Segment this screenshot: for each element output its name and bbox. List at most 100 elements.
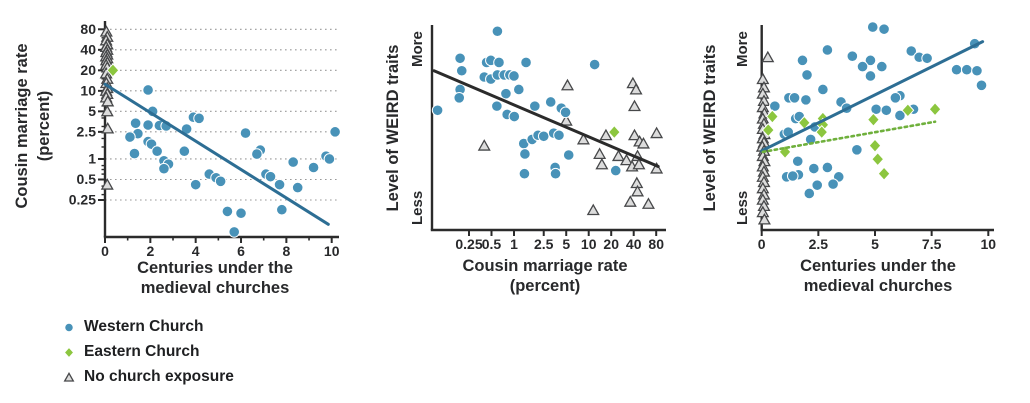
data-point-triangle bbox=[629, 82, 643, 95]
data-point-diamond bbox=[871, 152, 885, 167]
data-point-circle bbox=[856, 60, 869, 73]
data-point-triangle bbox=[586, 203, 600, 216]
legend-item-western-church: Western Church bbox=[62, 318, 234, 336]
data-point-triangle bbox=[761, 50, 775, 63]
data-point-triangle bbox=[63, 372, 75, 382]
data-point-circle bbox=[788, 92, 801, 104]
data-point-circle bbox=[142, 119, 154, 131]
x-tick-label: 40 bbox=[626, 236, 642, 252]
data-point-diamond bbox=[761, 122, 775, 138]
data-point-circle bbox=[811, 179, 824, 191]
data-point-circle bbox=[519, 148, 531, 160]
data-point-circle bbox=[537, 130, 550, 143]
data-point-circle bbox=[500, 87, 512, 100]
data-point-circle bbox=[562, 149, 575, 161]
data-point-circle bbox=[151, 145, 163, 158]
x-tick-label: 5 bbox=[562, 236, 570, 252]
data-point-circle bbox=[960, 63, 973, 76]
data-point-circle bbox=[520, 56, 532, 69]
y-tick-label: 0.25 bbox=[69, 192, 96, 208]
data-point-circle bbox=[817, 83, 829, 96]
data-point-circle bbox=[64, 322, 74, 333]
x-tick-label: 5 bbox=[871, 236, 879, 252]
data-point-circle bbox=[864, 54, 877, 67]
data-point-circle bbox=[251, 148, 263, 160]
x-tick-label: 7.5 bbox=[922, 236, 942, 252]
data-point-circle bbox=[971, 64, 983, 77]
legend: Western Church Eastern Church No church … bbox=[62, 318, 234, 386]
no-church-exposure-marker-icon bbox=[63, 372, 75, 382]
x-axis-title: (percent) bbox=[510, 277, 581, 295]
y-tick-label: 1 bbox=[88, 150, 96, 166]
data-point-circle bbox=[235, 207, 247, 220]
data-point-triangle bbox=[560, 78, 575, 91]
data-point-circle bbox=[801, 69, 813, 81]
data-point-circle bbox=[870, 103, 882, 116]
data-point-circle bbox=[128, 147, 141, 160]
data-point-circle bbox=[129, 117, 142, 129]
data-point-circle bbox=[875, 60, 888, 73]
data-point-triangle bbox=[757, 212, 771, 225]
data-point-circle bbox=[508, 110, 521, 123]
data-point-circle bbox=[878, 23, 890, 35]
data-point-triangle bbox=[641, 197, 655, 209]
data-point-circle bbox=[851, 144, 863, 156]
x-tick-label: 10 bbox=[981, 236, 997, 252]
x-tick-label: 6 bbox=[237, 243, 245, 259]
data-point-circle bbox=[796, 54, 809, 67]
data-point-circle bbox=[491, 25, 504, 38]
data-point-triangle bbox=[611, 149, 625, 162]
y-tick-label: 2.5 bbox=[77, 123, 97, 139]
scatter-weird-traits-vs-cousin-marriage: 0.25 0.5 1 2.5 5 10 20 40 80 More Less Cousin marri… bbox=[384, 25, 666, 295]
data-point-triangle bbox=[650, 126, 664, 139]
x-tick-label: 8 bbox=[282, 243, 290, 259]
data-point-triangle bbox=[636, 137, 650, 149]
data-point-circle bbox=[880, 104, 893, 117]
trend-line-western-trend bbox=[103, 82, 330, 226]
x-tick-label: 0 bbox=[758, 236, 766, 252]
series-no-church-exposure bbox=[99, 25, 115, 190]
x-tick-label: 2 bbox=[146, 243, 154, 259]
trend-lines bbox=[103, 82, 330, 226]
data-point-circle bbox=[786, 170, 799, 182]
data-point-circle bbox=[307, 161, 320, 174]
data-point-triangle bbox=[623, 195, 637, 207]
data-point-circle bbox=[493, 56, 505, 69]
series-eastern-church bbox=[607, 124, 621, 140]
data-point-circle bbox=[921, 52, 933, 65]
data-point-circle bbox=[889, 92, 902, 104]
x-tick-label: 80 bbox=[648, 236, 664, 252]
trend-lines bbox=[432, 69, 660, 168]
data-point-circle bbox=[821, 161, 834, 174]
data-point-triangle bbox=[576, 132, 590, 145]
x-tick-label: 20 bbox=[603, 236, 619, 252]
series-eastern-church bbox=[106, 63, 120, 78]
y-axis-title: (percent) bbox=[35, 91, 53, 162]
y-tick-label: 5 bbox=[88, 103, 96, 119]
data-point-circle bbox=[329, 126, 341, 138]
data-point-circle bbox=[214, 175, 227, 188]
x-tick-label: 2.5 bbox=[534, 236, 554, 252]
data-point-triangle bbox=[650, 161, 664, 174]
x-tick-label: 2.5 bbox=[809, 236, 829, 252]
data-point-circle bbox=[821, 44, 834, 56]
data-point-diamond bbox=[765, 109, 779, 124]
series-western-church bbox=[431, 25, 622, 180]
y-tick-label: 10 bbox=[80, 82, 96, 98]
data-point-circle bbox=[513, 83, 525, 96]
legend-label-western-church: Western Church bbox=[84, 318, 204, 335]
y-axis-title: Level of WEIRD traits bbox=[384, 45, 402, 212]
x-tick-label: 4 bbox=[192, 243, 200, 259]
data-point-circle bbox=[559, 106, 572, 119]
trend-line-western-trend bbox=[760, 40, 985, 153]
eastern-church-marker-icon bbox=[63, 346, 75, 359]
legend-label-no-church-exposure: No church exposure bbox=[84, 368, 234, 385]
data-point-circle bbox=[124, 131, 136, 143]
data-point-circle bbox=[455, 64, 468, 77]
data-point-diamond bbox=[928, 102, 942, 117]
y-end-label-more: More bbox=[409, 31, 426, 67]
data-point-circle bbox=[950, 63, 963, 76]
data-point-triangle bbox=[595, 157, 609, 170]
scatter-cousin-marriage-vs-centuries: 0 2 4 6 8 10 80 40 20 10 5 2.5 1 0.5 0.25 Centuries und… bbox=[13, 21, 341, 297]
